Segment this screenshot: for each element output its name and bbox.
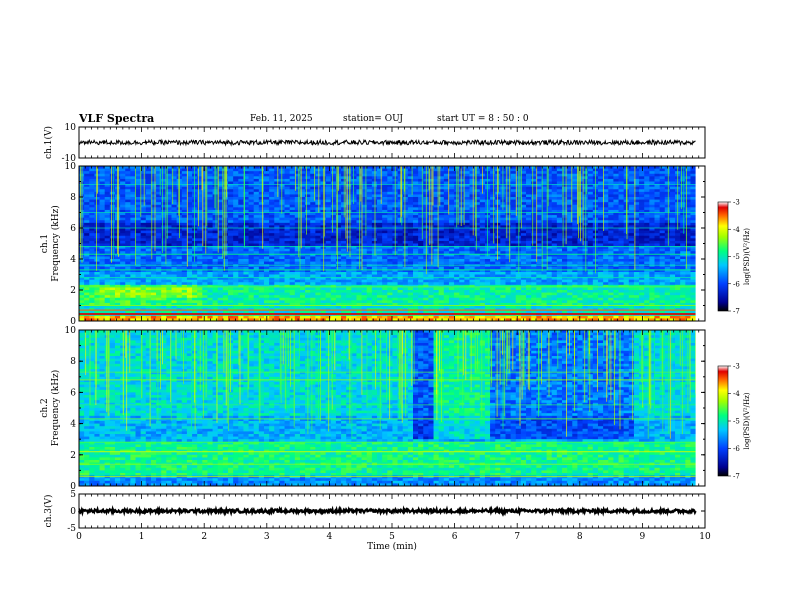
ch1-spectrogram-colorbar-tick-label: -3	[733, 199, 740, 207]
ch2-spectrogram-ytick-label: 8	[70, 357, 76, 367]
ch1-spectrogram-ytick-label: 10	[65, 162, 77, 172]
station-label: station= OUJ	[343, 114, 404, 124]
ch1-spectrogram-ytick-label: 6	[70, 224, 76, 234]
ch1-spectrogram-ytick-label: 2	[70, 286, 76, 296]
ch2-spectrogram-ytick-label: 4	[70, 420, 76, 430]
x-axis-label: Time (min)	[367, 541, 417, 552]
ch2-spectrogram-colorbar-tick-label: -4	[733, 390, 740, 398]
ch1-waveform-ytick-label: 10	[65, 123, 77, 133]
ch2-spectrogram-ytick-label: 6	[70, 388, 76, 398]
ch1-spectrogram-colorbar-tick-label: -4	[733, 226, 740, 234]
ch1-spectrogram-colorbar-tick-label: -6	[733, 280, 740, 288]
start-time-label: start UT = 8 : 50 : 0	[437, 114, 529, 124]
ch2-spectrogram-ytick-label: 10	[65, 326, 77, 336]
ch2-spectrogram-colorbar-tick-label: -7	[733, 473, 740, 481]
ch2-spectrogram-colorbar-tick-label: -5	[733, 418, 740, 426]
ch1-waveform-ylabel: ch.1(V)	[43, 126, 54, 159]
x-tick-label: 0	[76, 532, 82, 542]
ch2-spectrogram-colorbar-label: log(PSD)(V²/Hz)	[743, 392, 751, 449]
ch3-waveform-trace	[77, 505, 697, 517]
ch3-waveform-ytick-label: -5	[67, 524, 76, 534]
ch3-waveform-ytick-label: 5	[70, 490, 76, 500]
chart-title: VLF Spectra	[79, 112, 155, 125]
x-tick-label: 6	[452, 532, 458, 542]
x-tick-label: 7	[514, 532, 520, 542]
ch1-waveform-trace	[78, 138, 696, 147]
x-tick-label: 8	[577, 532, 583, 542]
ch1-spectrogram-colorbar-tick-label: -7	[733, 308, 740, 316]
ch2-spectrogram-colorbar	[717, 365, 729, 477]
ch1-spectrogram-colorbar	[717, 201, 729, 312]
ch3-waveform-ylabel: ch.3(V)	[43, 495, 54, 528]
ch1-spectrogram-colorbar-label: log(PSD)(V²/Hz)	[743, 228, 751, 285]
ch2-spectrogram-ylabel-frequency: Frequency (kHz)	[50, 370, 61, 447]
x-tick-label: 4	[327, 532, 333, 542]
ch1-waveform-ytick-label: -10	[62, 154, 77, 164]
x-tick-label: 3	[264, 532, 270, 542]
ch2-spectrogram-ytick-label: 2	[70, 451, 76, 461]
x-tick-label: 9	[640, 532, 646, 542]
x-tick-label: 5	[389, 532, 395, 542]
ch2-spectrogram-ylabel: ch.2	[40, 398, 50, 417]
ch2-spectrogram-colorbar-tick-label: -6	[733, 445, 740, 453]
ch1-spectrogram-ytick-label: 4	[70, 255, 76, 265]
x-tick-label: 1	[139, 532, 145, 542]
ch1-spectrogram-ytick-label: 8	[70, 193, 76, 203]
ch1-spectrogram-ylabel-frequency: Frequency (kHz)	[50, 205, 61, 282]
ch1-spectrogram-ylabel: ch.1	[40, 234, 50, 253]
ch1-spectrogram-colorbar-tick-label: -5	[733, 253, 740, 261]
date-label: Feb. 11, 2025	[250, 114, 313, 124]
ch2-spectrogram-ytick-label: 0	[70, 482, 76, 492]
ch2-spectrogram-colorbar-tick-label: -3	[733, 363, 740, 371]
ch1-spectrogram-ytick-label: 0	[70, 317, 76, 327]
x-tick-label: 10	[699, 532, 711, 542]
ch3-waveform-ytick-label: 0	[70, 507, 76, 517]
x-tick-label: 2	[201, 532, 207, 542]
